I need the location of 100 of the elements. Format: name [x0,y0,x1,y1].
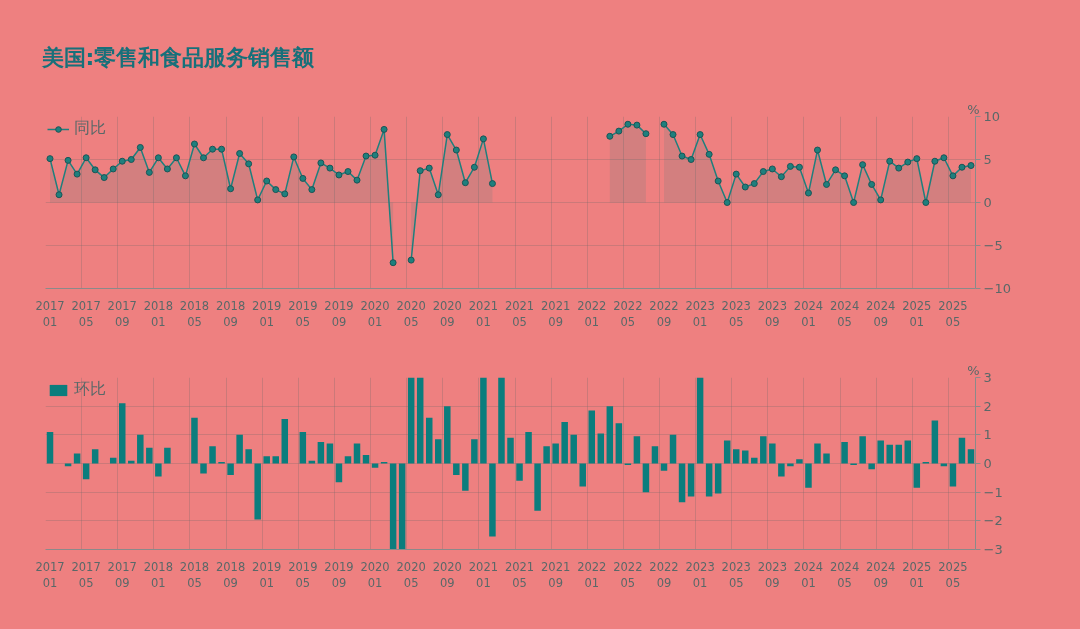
x-tick-label: 2023 05 [721,559,751,591]
x-tick-label: 2024 05 [829,559,860,591]
bar [931,420,939,464]
x-tick-label: 2022 05 [613,559,643,591]
bar [877,440,884,464]
bar [480,377,487,464]
bar [778,463,785,477]
bar [868,463,875,470]
x-tick-label: 2025 05 [938,298,968,330]
x-tick-label: 2020 09 [432,559,462,591]
bar [913,463,921,488]
bar [91,449,99,464]
bar [209,446,216,464]
y-tick-label: 0 [983,195,992,210]
x-tick-label: 2018 01 [143,559,174,591]
y-tick-label: −1 [983,484,1003,500]
bar [254,463,261,520]
x-tick-label: 2019 09 [324,298,354,330]
bar [109,457,117,464]
x-tick-label: 2017 05 [71,559,101,591]
x-tick-label: 2024 01 [793,298,824,330]
x-tick-label: 2024 01 [793,559,824,591]
bar [444,406,451,464]
y-tick-label: 1 [983,427,992,443]
bar [723,440,731,464]
bar [155,463,162,477]
bar [732,449,740,464]
y-tick-label: −2 [983,513,1003,529]
x-tick-label: 2020 01 [360,559,390,591]
bar [561,421,568,464]
x-tick-label: 2018 01 [143,298,174,330]
bar [516,463,523,481]
bar [344,456,352,464]
x-tick-label: 2017 01 [35,559,65,591]
bar [73,453,81,464]
bar [128,460,135,464]
x-tick-label: 2023 01 [685,559,715,591]
bar [425,417,433,464]
x-tick-label: 2023 05 [721,298,751,330]
bar [579,463,586,487]
y-tick-label: 3 [983,370,992,385]
x-tick-label: 2020 09 [432,298,462,330]
bar [597,433,605,464]
x-tick-label: 2025 05 [938,559,968,591]
bar [823,453,830,464]
bar [687,463,695,497]
x-tick-label: 2021 09 [541,298,571,330]
x-tick-label: 2023 09 [757,298,787,330]
y-tick-label: 5 [983,152,992,167]
bar [669,434,677,464]
legend-label: 环比 [74,379,106,400]
x-tick-label: 2019 01 [252,559,282,591]
x-tick-label: 2020 05 [396,559,426,591]
bar [769,443,776,464]
x-tick-label: 2017 09 [107,559,137,591]
y-tick-label: −10 [983,281,1011,296]
bar [299,431,307,464]
bar [651,446,659,464]
x-tick-label: 2024 09 [866,559,896,591]
bar [191,417,198,464]
bar [642,463,650,493]
bar [281,419,289,464]
x-tick-label: 2023 09 [757,559,787,591]
bar [705,463,713,497]
bar [164,447,171,464]
bar [489,463,496,537]
x-tick-label: 2021 05 [504,559,535,591]
y-tick-label: 0 [983,456,992,471]
bar [570,434,577,464]
x-tick-label: 2022 01 [577,298,607,330]
bar [805,463,812,488]
x-tick-label: 2019 05 [288,298,318,330]
bar [886,444,893,464]
x-tick-label: 2022 01 [577,559,607,591]
x-tick-label: 2022 05 [613,298,643,330]
x-tick-label: 2025 01 [902,298,932,330]
bar [552,443,559,464]
x-tick-label: 2018 09 [215,298,246,330]
bar [398,463,406,550]
bar [200,463,207,474]
bar [407,377,415,464]
bar [146,447,153,464]
x-tick-label: 2021 09 [541,559,571,591]
bar [236,434,243,464]
bar [814,443,821,464]
bar [859,436,866,464]
bar [272,456,279,464]
x-tick-label: 2019 01 [252,298,282,330]
bar [796,459,803,464]
y-axis-title: % [967,101,980,117]
bar [895,444,902,464]
bar [696,377,704,464]
bar [606,406,614,464]
bar [308,460,316,464]
legend-label: 同比 [74,118,106,139]
bar [543,446,550,464]
bar [263,456,270,464]
x-tick-label: 2020 05 [396,298,426,330]
y-axis-title: % [967,362,980,378]
bar [498,377,505,464]
